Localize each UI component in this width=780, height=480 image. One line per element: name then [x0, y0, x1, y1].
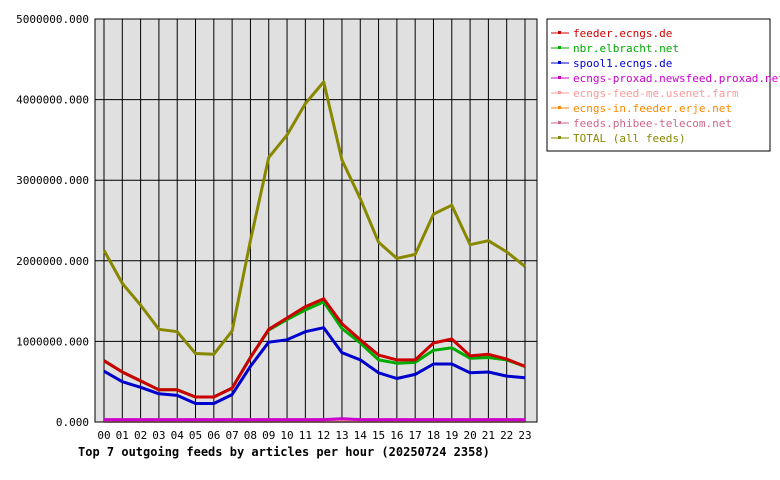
- chart-title: Top 7 outgoing feeds by articles per hou…: [78, 445, 490, 459]
- legend: feeder.ecngs.de nbr.elbracht.net spool1.ec…: [546, 18, 780, 152]
- x-tick-label: 06: [207, 429, 220, 442]
- x-tick-label: 23: [518, 429, 531, 442]
- x-tick-label: 04: [171, 429, 185, 442]
- y-tick-label: 4000000.000: [16, 94, 89, 107]
- legend-marker: [558, 121, 561, 124]
- legend-label: ecngs-feed-me.usenet.farm: [573, 87, 739, 100]
- series-line-7: [102, 80, 526, 356]
- legend-label: feeder.ecngs.de: [573, 27, 672, 40]
- x-tick-label: 22: [500, 429, 513, 442]
- x-tick-label: 20: [463, 429, 476, 442]
- series-lines: [102, 80, 526, 423]
- y-axis-ticks: 0.000 1000000.000 2000000.000 3000000.000 40…: [16, 13, 89, 429]
- legend-label: feeds.phibee-telecom.net: [573, 117, 732, 130]
- series-line-0: [103, 297, 526, 399]
- legend-label: nbr.elbracht.net: [573, 42, 679, 55]
- legend-label: ecngs-in.feeder.erje.net: [573, 102, 732, 115]
- x-tick-label: 11: [299, 429, 312, 442]
- x-tick-label: 16: [390, 429, 403, 442]
- plot-border: [94, 18, 538, 423]
- x-tick-label: 08: [244, 429, 257, 442]
- x-tick-label: 21: [482, 429, 495, 442]
- x-axis-ticks: 00 01 02 03 04 05 06 07 08 09 10 11 12 13 14 15 16 17 18 19…: [97, 429, 531, 442]
- x-tick-label: 03: [152, 429, 165, 442]
- x-tick-label: 09: [262, 429, 275, 442]
- legend-marker: [558, 106, 561, 109]
- x-tick-label: 07: [226, 429, 239, 442]
- legend-marker: [558, 136, 561, 139]
- x-tick-label: 15: [372, 429, 385, 442]
- x-tick-label: 02: [134, 429, 147, 442]
- legend-marker: [558, 46, 561, 49]
- legend-label: TOTAL (all feeds): [573, 132, 686, 145]
- legend-marker: [558, 61, 561, 64]
- y-tick-label: 2000000.000: [16, 255, 89, 268]
- y-tick-label: 0.000: [56, 416, 89, 429]
- x-tick-label: 13: [335, 429, 348, 442]
- legend-box: [546, 18, 771, 152]
- x-tick-label: 14: [354, 429, 368, 442]
- legend-marker: [558, 76, 561, 79]
- x-tick-label: 12: [317, 429, 330, 442]
- x-tick-label: 01: [116, 429, 129, 442]
- y-tick-label: 5000000.000: [16, 13, 89, 26]
- x-tick-label: 05: [189, 429, 202, 442]
- x-tick-label: 10: [280, 429, 293, 442]
- y-tick-label: 1000000.000: [16, 335, 89, 348]
- plot-background: [95, 19, 537, 422]
- legend-marker: [558, 31, 561, 34]
- y-tick-label: 3000000.000: [16, 174, 89, 187]
- x-tick-label: 18: [427, 429, 440, 442]
- x-tick-label: 19: [445, 429, 458, 442]
- x-tick-label: 00: [97, 429, 110, 442]
- series-line-2: [103, 326, 526, 405]
- legend-label: ecngs-proxad.newsfeed.proxad.net: [573, 72, 780, 85]
- legend-marker: [558, 91, 561, 94]
- legend-label: spool1.ecngs.de: [573, 57, 672, 70]
- series-line-3: [104, 417, 525, 422]
- x-tick-label: 17: [409, 429, 422, 442]
